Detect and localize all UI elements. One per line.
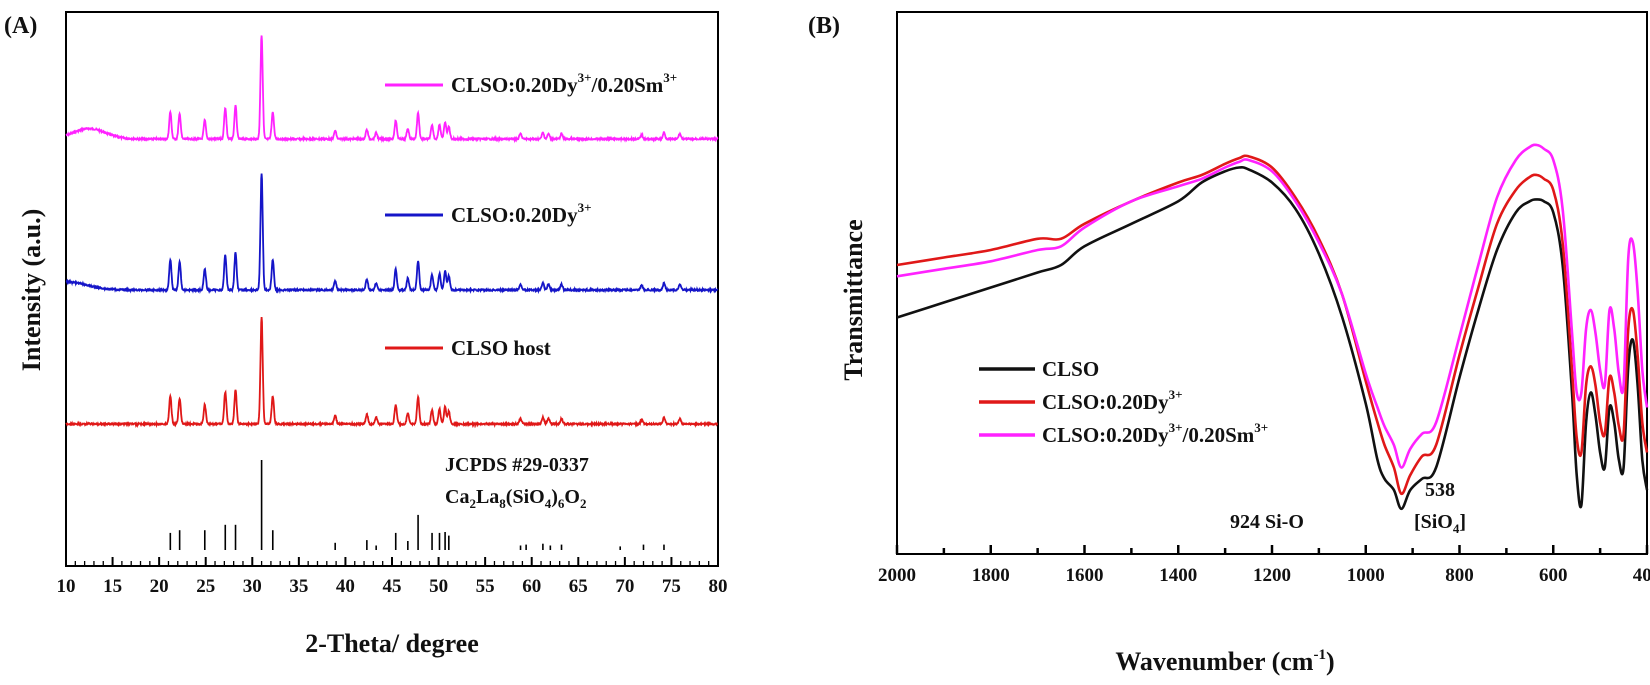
x-tick-label: 60 bbox=[522, 576, 541, 597]
x-tick-label: 80 bbox=[709, 576, 728, 597]
x-tick-label: 1000 bbox=[1347, 565, 1385, 586]
panel-a-reference-sticks bbox=[169, 460, 665, 550]
x-tick-label: 1400 bbox=[1159, 565, 1197, 586]
panel-b: (B) 2000 1800 1600 1400 1200 1000 800 600 400 CL… bbox=[808, 11, 1650, 676]
legend-label: CLSO bbox=[1042, 357, 1099, 381]
legend-label: CLSO:0.20Dy3+ bbox=[1042, 387, 1183, 414]
reference-label: JCPDS #29-0337 bbox=[445, 454, 589, 476]
formula-part: ) bbox=[551, 486, 558, 508]
xlabel-main: Wavenumber (cm bbox=[1115, 647, 1313, 676]
x-tick-label: 55 bbox=[476, 576, 495, 597]
anno-part: ] bbox=[1459, 511, 1466, 533]
ftir-line-2 bbox=[896, 154, 1649, 496]
panel-a-x-tick-labels: 10 15 20 25 30 35 40 45 50 55 60 65 70 75 80 bbox=[57, 576, 728, 597]
x-tick-label: 25 bbox=[196, 576, 215, 597]
x-tick-label: 50 bbox=[429, 576, 448, 597]
x-tick-label: 35 bbox=[289, 576, 308, 597]
x-tick-label: 70 bbox=[615, 576, 634, 597]
annotation-sio4: [SiO4] bbox=[1414, 511, 1466, 536]
panel-a-legend: CLSO:0.20Dy3+/0.20Sm3+ CLSO:0.20Dy3+ CLSO … bbox=[385, 70, 677, 360]
panel-a: (A) 10 15 20 25 30 35 40 45 50 55 60 65 70 75 80 CLSO:… bbox=[4, 11, 728, 658]
legend-label: CLSO host bbox=[451, 336, 551, 360]
anno-sub: 4 bbox=[1453, 521, 1460, 536]
panel-b-label: (B) bbox=[808, 13, 840, 39]
anno-part: [SiO bbox=[1414, 511, 1453, 533]
formula-sub: 8 bbox=[499, 496, 506, 511]
x-tick-label: 40 bbox=[336, 576, 355, 597]
annotation-538: 538 bbox=[1425, 479, 1455, 501]
formula-sub: 6 bbox=[558, 496, 565, 511]
panel-b-x-axis bbox=[895, 545, 1649, 554]
formula-part: La bbox=[476, 486, 499, 508]
formula-part: (SiO bbox=[506, 486, 545, 508]
ftir-line-3 bbox=[896, 143, 1649, 469]
panel-b-plot-frame bbox=[896, 11, 1648, 555]
panel-b-y-axis-title: Transmittance bbox=[839, 219, 868, 380]
x-tick-label: 75 bbox=[662, 576, 681, 597]
panel-b-x-tick-labels: 2000 1800 1600 1400 1200 1000 800 600 400 bbox=[878, 565, 1650, 586]
x-tick-label: 1600 bbox=[1066, 565, 1104, 586]
formula-sub: 4 bbox=[545, 496, 552, 511]
x-tick-label: 1800 bbox=[972, 565, 1010, 586]
panel-b-series bbox=[896, 143, 1649, 511]
annotation-si-o: 924 Si-O bbox=[1230, 511, 1304, 533]
panel-a-y-axis-title: Intensity (a.u.) bbox=[17, 209, 46, 372]
x-tick-label: 15 bbox=[103, 576, 122, 597]
x-tick-label: 2000 bbox=[878, 565, 916, 586]
xlabel-sup: -1 bbox=[1313, 647, 1326, 663]
legend-label: CLSO:0.20Dy3+/0.20Sm3+ bbox=[451, 70, 677, 97]
ftir-line-1 bbox=[896, 166, 1649, 511]
panel-a-series bbox=[65, 35, 719, 429]
legend-label: CLSO:0.20Dy3+/0.20Sm3+ bbox=[1042, 420, 1268, 447]
legend-label: CLSO:0.20Dy3+ bbox=[451, 200, 592, 227]
x-tick-label: 800 bbox=[1445, 565, 1474, 586]
panel-a-label: (A) bbox=[4, 13, 37, 39]
x-tick-label: 600 bbox=[1539, 565, 1568, 586]
formula-sub: 2 bbox=[580, 496, 587, 511]
x-tick-label: 1200 bbox=[1253, 565, 1291, 586]
x-tick-label: 30 bbox=[243, 576, 262, 597]
x-tick-label: 45 bbox=[383, 576, 402, 597]
x-tick-label: 20 bbox=[150, 576, 169, 597]
reference-formula: Ca2La8(SiO4)6O2 bbox=[445, 486, 586, 511]
series-line-2 bbox=[65, 173, 719, 295]
formula-sub: 2 bbox=[469, 496, 476, 511]
x-tick-label: 65 bbox=[569, 576, 588, 597]
panel-a-x-axis-title: 2-Theta/ degree bbox=[305, 629, 479, 658]
series-line-3 bbox=[65, 317, 719, 429]
formula-part: Ca bbox=[445, 486, 469, 508]
xlabel-tail: ) bbox=[1326, 647, 1335, 676]
panel-b-legend: CLSO CLSO:0.20Dy3+ CLSO:0.20Dy3+/0.20Sm3+ bbox=[979, 357, 1268, 447]
x-tick-label: 10 bbox=[57, 576, 76, 597]
series-line-1 bbox=[65, 35, 719, 144]
panel-a-x-axis bbox=[65, 557, 719, 566]
x-tick-label: 400 bbox=[1633, 565, 1650, 586]
formula-part: O bbox=[564, 486, 580, 508]
panel-b-x-axis-title: Wavenumber (cm-1) bbox=[1115, 647, 1334, 676]
